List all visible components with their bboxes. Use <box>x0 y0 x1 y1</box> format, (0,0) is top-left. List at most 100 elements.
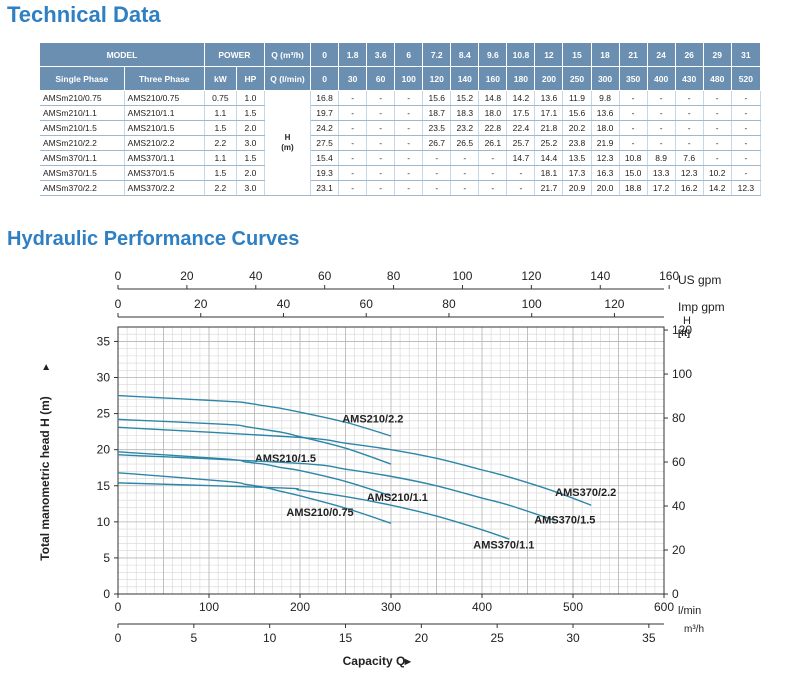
us-gpm-tick-label: 80 <box>387 269 401 283</box>
q-m3h-cell: 10.8 <box>506 43 536 67</box>
header-q-m3h: Q (m³/h) <box>264 43 312 67</box>
head-value: 23.1 <box>310 180 340 196</box>
head-value: 23.5 <box>422 120 452 136</box>
technical-data-title: Technical Data <box>7 2 161 27</box>
single-phase-model: AMSm210/2.2 <box>40 135 125 151</box>
y-tick-label: 30 <box>97 371 111 385</box>
head-value: 22.4 <box>506 120 536 136</box>
head-value: 9.8 <box>591 90 620 106</box>
imp-gpm-tick-label: 120 <box>604 297 624 311</box>
imp-gpm-unit-label: Imp gpm <box>678 300 725 314</box>
us-gpm-tick-label: 140 <box>590 269 610 283</box>
power-hp: 3.0 <box>236 180 265 196</box>
head-value: 14.8 <box>478 90 508 106</box>
power-kw: 1.5 <box>204 120 237 136</box>
head-value: 10.8 <box>619 150 648 166</box>
head-value: - <box>338 180 368 196</box>
head-value: - <box>394 120 424 136</box>
head-value: - <box>478 180 508 196</box>
head-value: - <box>675 105 704 121</box>
curve-label: AMS210/1.1 <box>367 492 428 504</box>
head-value: 21.7 <box>534 180 564 196</box>
three-phase-model: AMS370/1.1 <box>124 150 205 166</box>
head-value: - <box>366 90 396 106</box>
q-m3h-cell: 7.2 <box>422 43 452 67</box>
head-value: - <box>647 120 676 136</box>
y-tick-label: 10 <box>97 515 111 529</box>
head-value: 13.6 <box>591 105 620 121</box>
head-value: - <box>731 150 762 166</box>
head-value: 13.3 <box>647 165 676 181</box>
q-lmin-cell: 180 <box>506 66 536 91</box>
single-phase-model: AMSm210/0.75 <box>40 90 125 106</box>
power-kw: 0.75 <box>204 90 237 106</box>
us-gpm-unit-label: US gpm <box>678 273 721 287</box>
q-lmin-cell: 350 <box>619 66 648 91</box>
power-kw: 1.1 <box>204 150 237 166</box>
head-value: - <box>619 90 648 106</box>
head-value: 15.6 <box>562 105 592 121</box>
q-m3h-cell: 18 <box>591 43 620 67</box>
y-tick-label: 15 <box>97 479 111 493</box>
head-value: - <box>366 105 396 121</box>
head-value: - <box>394 165 424 181</box>
x-tick-label: 200 <box>290 600 310 614</box>
head-value: - <box>647 105 676 121</box>
header-single-phase: Single Phase <box>40 66 125 91</box>
head-value: - <box>619 135 648 151</box>
ft-axis-label: H <box>683 315 691 327</box>
power-hp: 2.0 <box>236 120 265 136</box>
q-m3h-cell: 0 <box>310 43 340 67</box>
q-lmin-cell: 0 <box>310 66 340 91</box>
head-value: 15.2 <box>450 90 480 106</box>
head-value: 22.8 <box>478 120 508 136</box>
head-value: 25.7 <box>506 135 536 151</box>
head-value: 24.2 <box>310 120 340 136</box>
head-value: 23.8 <box>562 135 592 151</box>
three-phase-model: AMS210/2.2 <box>124 135 205 151</box>
head-value: 26.1 <box>478 135 508 151</box>
head-value: 26.5 <box>450 135 480 151</box>
m3h-tick-label: 5 <box>190 631 197 645</box>
head-value: - <box>703 135 732 151</box>
head-value: 8.9 <box>647 150 676 166</box>
head-value: - <box>675 135 704 151</box>
head-value: 14.7 <box>506 150 536 166</box>
curve-ams210-2-2 <box>117 394 392 437</box>
head-value: - <box>731 90 762 106</box>
head-value: - <box>703 105 732 121</box>
q-lmin-cell: 520 <box>731 66 762 91</box>
head-value: - <box>394 90 424 106</box>
head-value: - <box>366 165 396 181</box>
head-value: - <box>731 120 762 136</box>
three-phase-model: AMS370/2.2 <box>124 180 205 196</box>
q-lmin-cell: 30 <box>338 66 368 91</box>
power-hp: 3.0 <box>236 135 265 151</box>
head-value: 20.9 <box>562 180 592 196</box>
head-value: 14.2 <box>506 90 536 106</box>
x-tick-label: 400 <box>472 600 492 614</box>
m3h-tick-label: 35 <box>642 631 656 645</box>
table-row: AMSm210/1.5 AMS210/1.5 1.5 2.0 24.2- - -23.5 23… <box>40 120 762 136</box>
single-phase-model: AMSm210/1.1 <box>40 105 125 121</box>
us-gpm-tick-label: 160 <box>659 269 679 283</box>
q-m3h-cell: 9.6 <box>478 43 508 67</box>
m3h-tick-label: 10 <box>263 631 277 645</box>
head-value: 11.9 <box>562 90 592 106</box>
head-value: - <box>338 90 368 106</box>
us-gpm-tick-label: 0 <box>115 269 122 283</box>
q-lmin-cell: 250 <box>562 66 592 91</box>
table-row: AMSm210/1.1 AMS210/1.1 1.1 1.5 19.7- - -18.7 18… <box>40 105 762 121</box>
q-m3h-cell: 21 <box>619 43 648 67</box>
y-tick-label: 35 <box>97 334 111 348</box>
head-value: - <box>647 90 676 106</box>
head-value: - <box>422 150 452 166</box>
three-phase-model: AMS210/0.75 <box>124 90 205 106</box>
head-value: 18.0 <box>591 120 620 136</box>
head-value: - <box>450 180 480 196</box>
imp-gpm-tick-label: 80 <box>442 297 456 311</box>
header-power: POWER <box>204 43 265 67</box>
x-unit-label: l/min <box>678 605 701 617</box>
head-value: - <box>478 165 508 181</box>
q-m3h-cell: 31 <box>731 43 762 67</box>
